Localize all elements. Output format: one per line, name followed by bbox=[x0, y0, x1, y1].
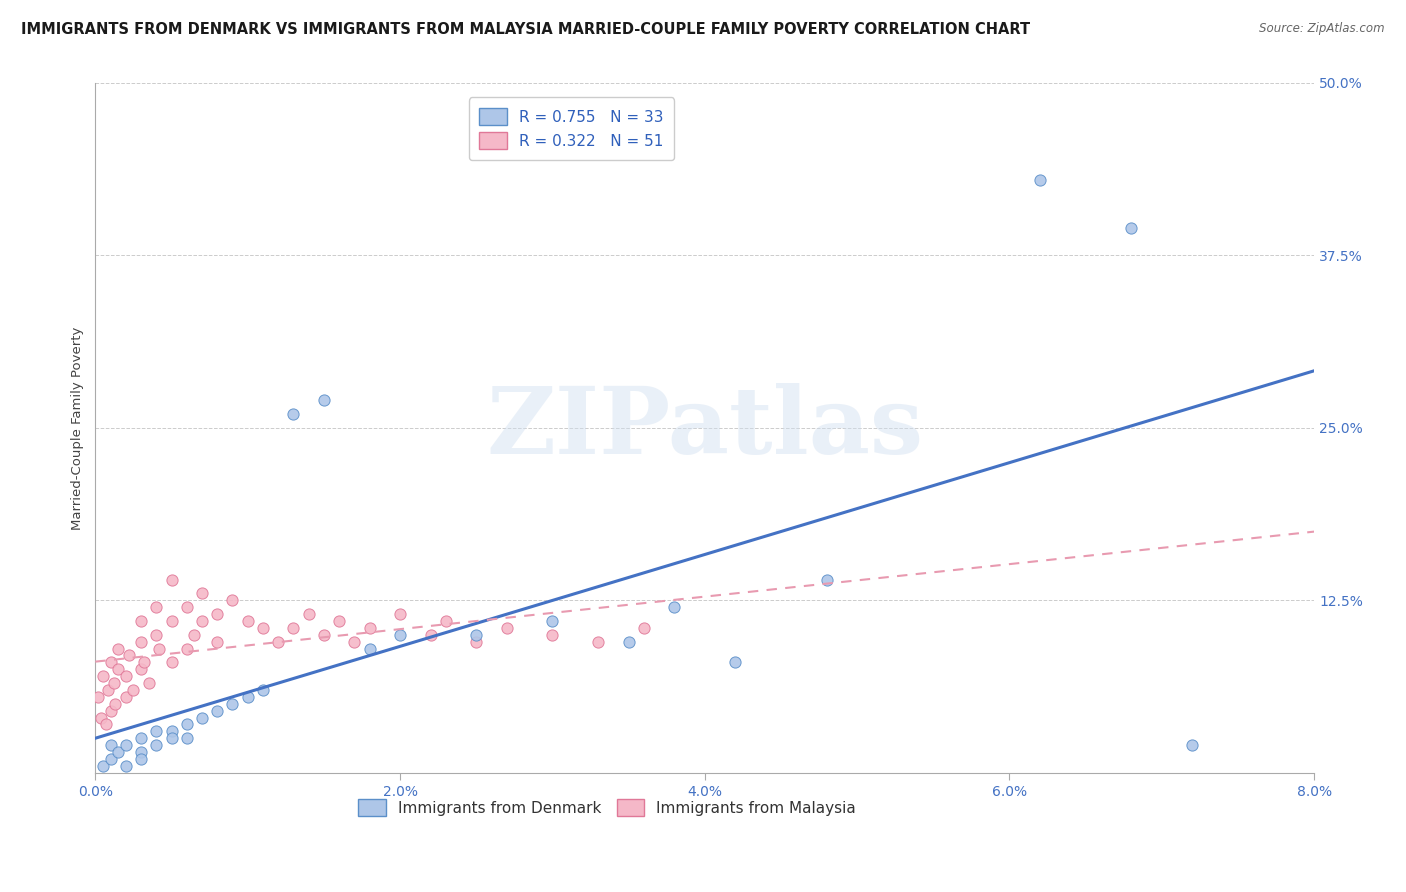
Point bbox=[183, 628, 205, 642]
Point bbox=[100, 656, 122, 670]
Point bbox=[91, 669, 114, 683]
Point bbox=[815, 573, 838, 587]
Point bbox=[129, 634, 152, 648]
Point bbox=[87, 690, 110, 704]
Point bbox=[160, 656, 183, 670]
Point bbox=[176, 717, 198, 731]
Point bbox=[586, 634, 609, 648]
Point bbox=[122, 682, 145, 697]
Point bbox=[114, 669, 136, 683]
Point bbox=[495, 621, 517, 635]
Point bbox=[160, 614, 183, 628]
Legend: Immigrants from Denmark, Immigrants from Malaysia: Immigrants from Denmark, Immigrants from… bbox=[350, 792, 863, 823]
Point bbox=[389, 607, 412, 621]
Point bbox=[107, 641, 129, 656]
Point bbox=[283, 407, 305, 421]
Point bbox=[104, 697, 127, 711]
Point bbox=[129, 752, 152, 766]
Point bbox=[145, 724, 167, 739]
Point bbox=[1121, 220, 1143, 235]
Point bbox=[312, 628, 335, 642]
Point bbox=[100, 738, 122, 752]
Point bbox=[724, 656, 747, 670]
Text: ZIPatlas: ZIPatlas bbox=[486, 383, 924, 473]
Point bbox=[160, 573, 183, 587]
Point bbox=[389, 628, 412, 642]
Point bbox=[118, 648, 141, 663]
Point bbox=[160, 724, 183, 739]
Point bbox=[90, 710, 112, 724]
Point bbox=[465, 628, 488, 642]
Point bbox=[176, 641, 198, 656]
Point bbox=[419, 628, 441, 642]
Point bbox=[129, 745, 152, 759]
Point bbox=[145, 600, 167, 615]
Point bbox=[207, 634, 229, 648]
Point bbox=[191, 614, 214, 628]
Point bbox=[328, 614, 350, 628]
Text: IMMIGRANTS FROM DENMARK VS IMMIGRANTS FROM MALAYSIA MARRIED-COUPLE FAMILY POVERT: IMMIGRANTS FROM DENMARK VS IMMIGRANTS FR… bbox=[21, 22, 1031, 37]
Point bbox=[252, 682, 274, 697]
Point bbox=[298, 607, 321, 621]
Y-axis label: Married-Couple Family Poverty: Married-Couple Family Poverty bbox=[72, 326, 84, 530]
Point bbox=[96, 682, 118, 697]
Point bbox=[252, 621, 274, 635]
Point bbox=[207, 607, 229, 621]
Point bbox=[145, 738, 167, 752]
Point bbox=[176, 600, 198, 615]
Text: Source: ZipAtlas.com: Source: ZipAtlas.com bbox=[1260, 22, 1385, 36]
Point bbox=[107, 745, 129, 759]
Point bbox=[236, 614, 259, 628]
Point bbox=[114, 738, 136, 752]
Point bbox=[359, 621, 381, 635]
Point bbox=[129, 731, 152, 746]
Point bbox=[434, 614, 457, 628]
Point bbox=[100, 752, 122, 766]
Point bbox=[160, 731, 183, 746]
Point bbox=[191, 710, 214, 724]
Point bbox=[465, 634, 488, 648]
Point bbox=[91, 759, 114, 773]
Point bbox=[107, 662, 129, 676]
Point bbox=[359, 641, 381, 656]
Point bbox=[129, 662, 152, 676]
Point bbox=[541, 614, 564, 628]
Point bbox=[100, 704, 122, 718]
Point bbox=[283, 621, 305, 635]
Point bbox=[138, 676, 160, 690]
Point bbox=[114, 759, 136, 773]
Point bbox=[236, 690, 259, 704]
Point bbox=[94, 717, 117, 731]
Point bbox=[617, 634, 640, 648]
Point bbox=[176, 731, 198, 746]
Point bbox=[221, 593, 243, 607]
Point bbox=[633, 621, 655, 635]
Point bbox=[343, 634, 366, 648]
Point bbox=[664, 600, 686, 615]
Point bbox=[267, 634, 290, 648]
Point bbox=[221, 697, 243, 711]
Point bbox=[132, 656, 155, 670]
Point bbox=[1181, 738, 1204, 752]
Point bbox=[312, 393, 335, 408]
Point bbox=[129, 614, 152, 628]
Point bbox=[541, 628, 564, 642]
Point bbox=[207, 704, 229, 718]
Point bbox=[103, 676, 125, 690]
Point bbox=[148, 641, 170, 656]
Point bbox=[145, 628, 167, 642]
Point bbox=[191, 586, 214, 600]
Point bbox=[1029, 172, 1052, 186]
Point bbox=[114, 690, 136, 704]
